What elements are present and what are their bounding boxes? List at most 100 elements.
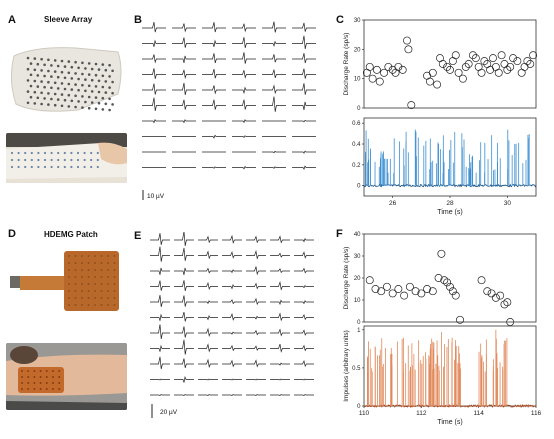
electrode-dot [81, 304, 83, 306]
electrode-dot [94, 304, 96, 306]
data-point [407, 101, 416, 110]
electrode-dot [94, 96, 98, 99]
electrode-dot [39, 370, 42, 372]
electrode-dot [60, 93, 64, 96]
electrode-dot [108, 108, 111, 112]
emg-template-trace [198, 314, 218, 321]
data-point [497, 51, 506, 60]
y-axis-label: Impulses (arbitrary units) [343, 330, 350, 402]
emg-template-trace [150, 267, 170, 275]
electrode-dot [81, 276, 83, 278]
emg-template-trace [222, 331, 242, 335]
electrode-dot [60, 82, 64, 85]
data-point [417, 289, 426, 298]
y-tick-label: 30 [354, 18, 361, 24]
electrode-dot [90, 78, 94, 82]
emg-template-trace [150, 394, 170, 397]
emg-template-trace [150, 280, 170, 291]
electrode-dot [47, 58, 50, 62]
x-tick-label: 26 [389, 200, 397, 207]
electrode-dot [87, 106, 91, 110]
data-point [398, 65, 407, 74]
sleeve-array-photo [6, 28, 127, 128]
y-tick-label: 10 [354, 77, 361, 83]
electrode-dot [30, 165, 33, 169]
emg-template-trace [198, 378, 218, 381]
emg-template-trace [270, 343, 290, 353]
electrode-dot [74, 269, 77, 271]
emg-template-trace [292, 150, 316, 154]
emg-template-trace [232, 165, 256, 170]
emg-template-trace [150, 378, 170, 381]
electrode-dot [87, 283, 90, 285]
electrode-dot [53, 103, 57, 107]
electrode-dot [33, 388, 36, 390]
electrode-dot [90, 67, 94, 71]
emg-template-trace [174, 358, 194, 368]
electrode-dot [10, 165, 14, 169]
electrode-dot [81, 106, 84, 109]
electrode-dot [87, 304, 90, 306]
emg-template-trace [198, 327, 218, 338]
electrode-dot [67, 82, 71, 86]
y-tick-label: 0.4 [352, 142, 361, 148]
emg-template-trace [270, 299, 290, 306]
electrode-dot [67, 71, 71, 75]
electrode-dot [47, 92, 50, 95]
electrode-dot [81, 297, 83, 299]
emg-template-trace [232, 37, 256, 48]
emg-template-trace [232, 119, 256, 124]
data-point [400, 291, 409, 300]
emg-template-trace [270, 252, 290, 258]
electrode-dot [33, 90, 37, 94]
electrode-dot [52, 376, 54, 378]
data-point [506, 62, 515, 71]
electrode-dot [40, 102, 43, 106]
electrode-dot [43, 63, 46, 67]
data-point [437, 249, 446, 258]
electrode-dot [111, 103, 114, 106]
emg-template-trace [198, 358, 218, 369]
emg-template-trace [292, 83, 316, 95]
electrode-dot [100, 297, 103, 299]
emg-template-trace [222, 394, 242, 397]
electrode-dot [43, 97, 46, 100]
data-point [513, 57, 522, 66]
electrode-dot [76, 158, 80, 162]
emg-template-trace [222, 269, 242, 274]
data-point [443, 278, 452, 287]
data-point [434, 274, 443, 282]
electrode-dot [43, 158, 47, 162]
emg-template-trace [294, 285, 314, 289]
electrode-dot [45, 382, 48, 384]
data-point [446, 65, 454, 74]
emg-template-trace [292, 53, 316, 64]
data-point [489, 54, 497, 63]
electrode-dot [39, 382, 42, 384]
y-tick-label: 0 [357, 106, 361, 112]
emg-template-trace [202, 85, 226, 95]
y-tick-label: 40 [354, 232, 361, 238]
emg-template-trace [294, 329, 314, 336]
y-tick-label: 10 [354, 298, 361, 304]
electrode-dot [101, 63, 105, 66]
electrode-dot [56, 64, 60, 68]
emg-template-trace [294, 314, 314, 321]
electrode-dot [50, 97, 53, 101]
electrode-dot [40, 69, 43, 72]
electrode-dot [74, 304, 77, 306]
electrode-dot [94, 297, 96, 299]
electrode-dot [27, 388, 30, 390]
electrode-dot [87, 95, 91, 99]
electrode-dot [58, 376, 61, 378]
electrode-dot [100, 262, 103, 264]
electrode-dot [74, 83, 77, 86]
data-point [500, 300, 509, 309]
electrode-dot [94, 283, 96, 285]
emg-template-trace [174, 295, 194, 307]
data-point [451, 291, 460, 300]
electrode-dot [60, 70, 64, 74]
electrode-dot [101, 85, 105, 89]
emg-template-trace [246, 297, 266, 306]
data-point [494, 68, 503, 77]
